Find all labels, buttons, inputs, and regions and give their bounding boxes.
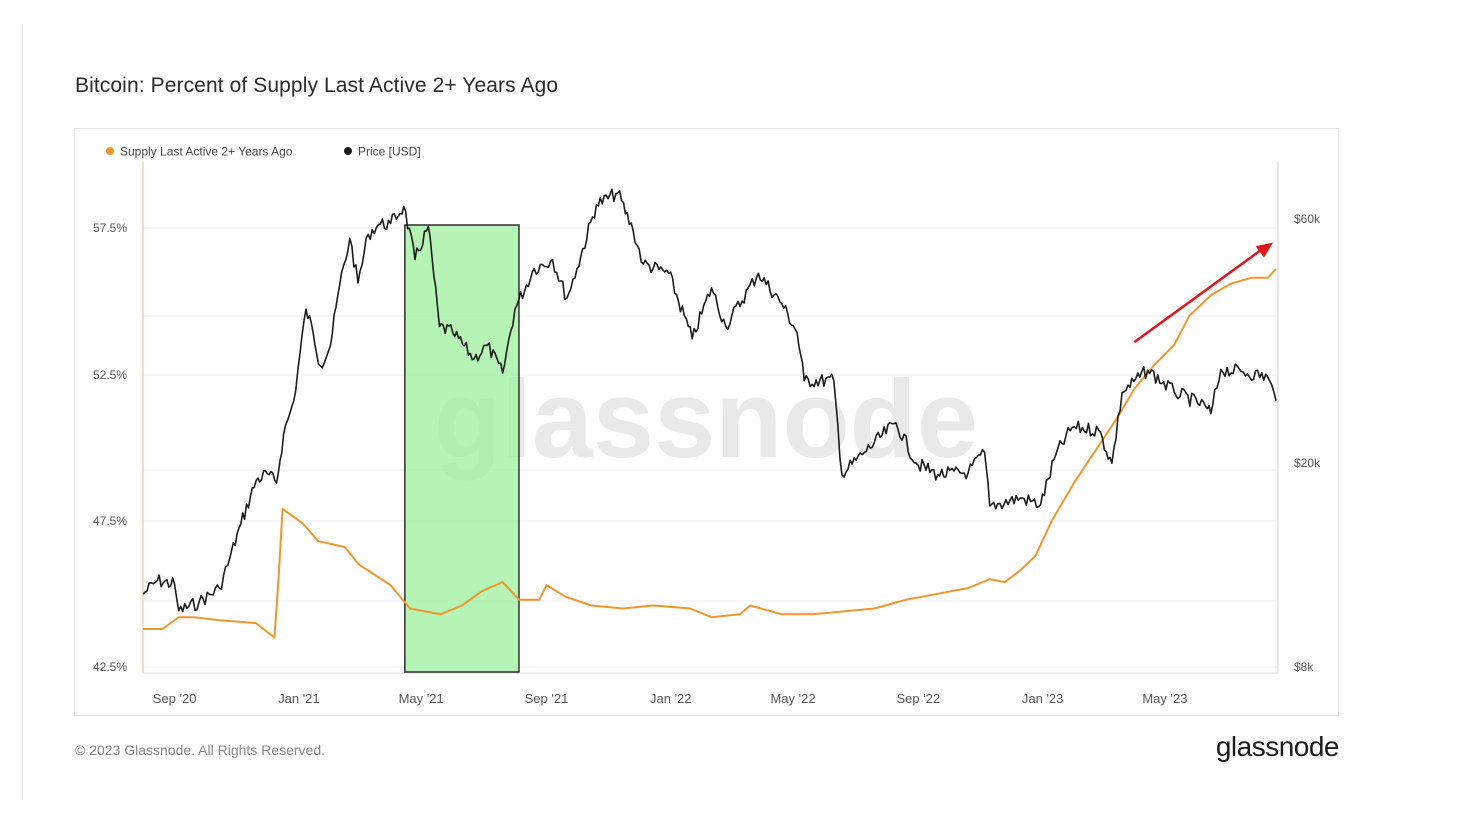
footer-copyright: © 2023 Glassnode. All Rights Reserved. — [75, 742, 326, 758]
x-tick-label: Sep '22 — [897, 691, 941, 706]
legend-label: Price [USD] — [358, 145, 421, 159]
series-lines — [142, 188, 1277, 639]
legend-marker-supply — [106, 147, 114, 155]
highlight-box — [404, 224, 520, 673]
left-rule — [22, 24, 23, 800]
legend: Supply Last Active 2+ Years Ago Price [US… — [106, 145, 421, 159]
price-line — [142, 188, 1277, 613]
trend-arrow — [1133, 242, 1273, 344]
legend-marker-price — [344, 147, 352, 155]
y-left-tick-label: 42.5% — [93, 660, 127, 674]
y-left-tick-label: 57.5% — [93, 221, 127, 235]
x-tick-label: Sep '20 — [153, 691, 197, 706]
arrow-shaft — [1133, 247, 1264, 344]
chart-frame — [74, 128, 1339, 716]
gridlines — [142, 162, 1279, 674]
highlight-rect — [404, 224, 520, 673]
arrow-head — [1255, 242, 1273, 258]
x-tick-label: May '23 — [1142, 691, 1187, 706]
legend-label: Supply Last Active 2+ Years Ago — [120, 145, 293, 159]
y-left-tick-label: 52.5% — [93, 368, 127, 382]
x-tick-label: May '21 — [399, 691, 444, 706]
axes: 57.5% 52.5% 47.5% 42.5% $60k $20k $8k Sep '20 Ja… — [93, 212, 1321, 706]
x-tick-label: Jan '22 — [650, 691, 692, 706]
x-tick-label: Jan '23 — [1022, 691, 1064, 706]
y-right-tick-label: $60k — [1294, 212, 1321, 226]
footer-logo: glassnode — [1215, 731, 1340, 762]
x-tick-label: Jan '21 — [278, 691, 320, 706]
x-tick-label: May '22 — [770, 691, 815, 706]
y-right-tick-label: $20k — [1294, 456, 1321, 470]
chart-title: Bitcoin: Percent of Supply Last Active 2… — [75, 74, 559, 97]
watermark: glassnode — [434, 358, 978, 481]
x-tick-label: Sep '21 — [525, 691, 569, 706]
y-right-tick-label: $8k — [1294, 660, 1314, 674]
y-left-tick-label: 47.5% — [93, 514, 127, 528]
